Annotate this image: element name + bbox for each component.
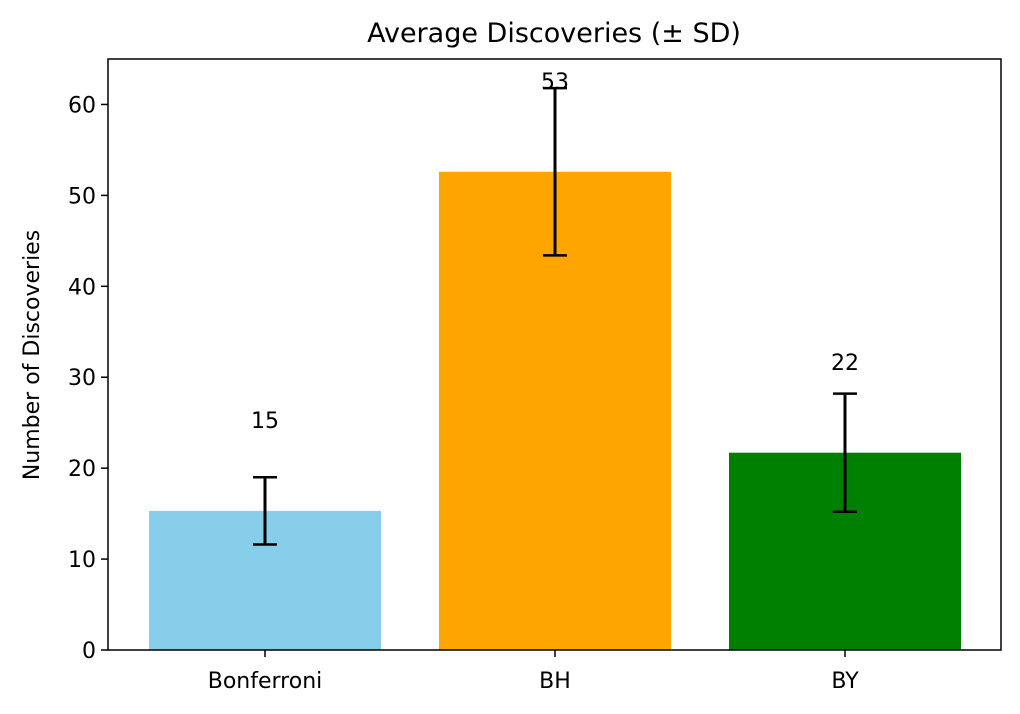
y-tick-label-60: 60 — [68, 93, 96, 118]
data-label-by: 22 — [831, 351, 859, 376]
data-label-bonferroni: 15 — [251, 409, 279, 434]
y-tick-label-50: 50 — [68, 184, 96, 209]
y-axis-title: Number of Discoveries — [20, 230, 45, 480]
data-label-bh: 53 — [541, 70, 569, 95]
y-tick-label-10: 10 — [68, 548, 96, 573]
x-tick-label-bonferroni: Bonferroni — [208, 669, 323, 694]
chart-title: Average Discoveries (± SD) — [367, 18, 741, 49]
y-tick-label-20: 20 — [68, 457, 96, 482]
axes-frame — [107, 58, 1002, 651]
y-tick-label-40: 40 — [68, 275, 96, 300]
x-tick-label-by: BY — [831, 669, 859, 694]
y-tick-label-30: 30 — [68, 366, 96, 391]
plot-area: 15 53 22 0 10 20 30 40 50 60 Bonferroni BH BY — [68, 58, 1002, 694]
x-tick-label-bh: BH — [539, 669, 571, 694]
y-tick-label-0: 0 — [82, 639, 96, 664]
